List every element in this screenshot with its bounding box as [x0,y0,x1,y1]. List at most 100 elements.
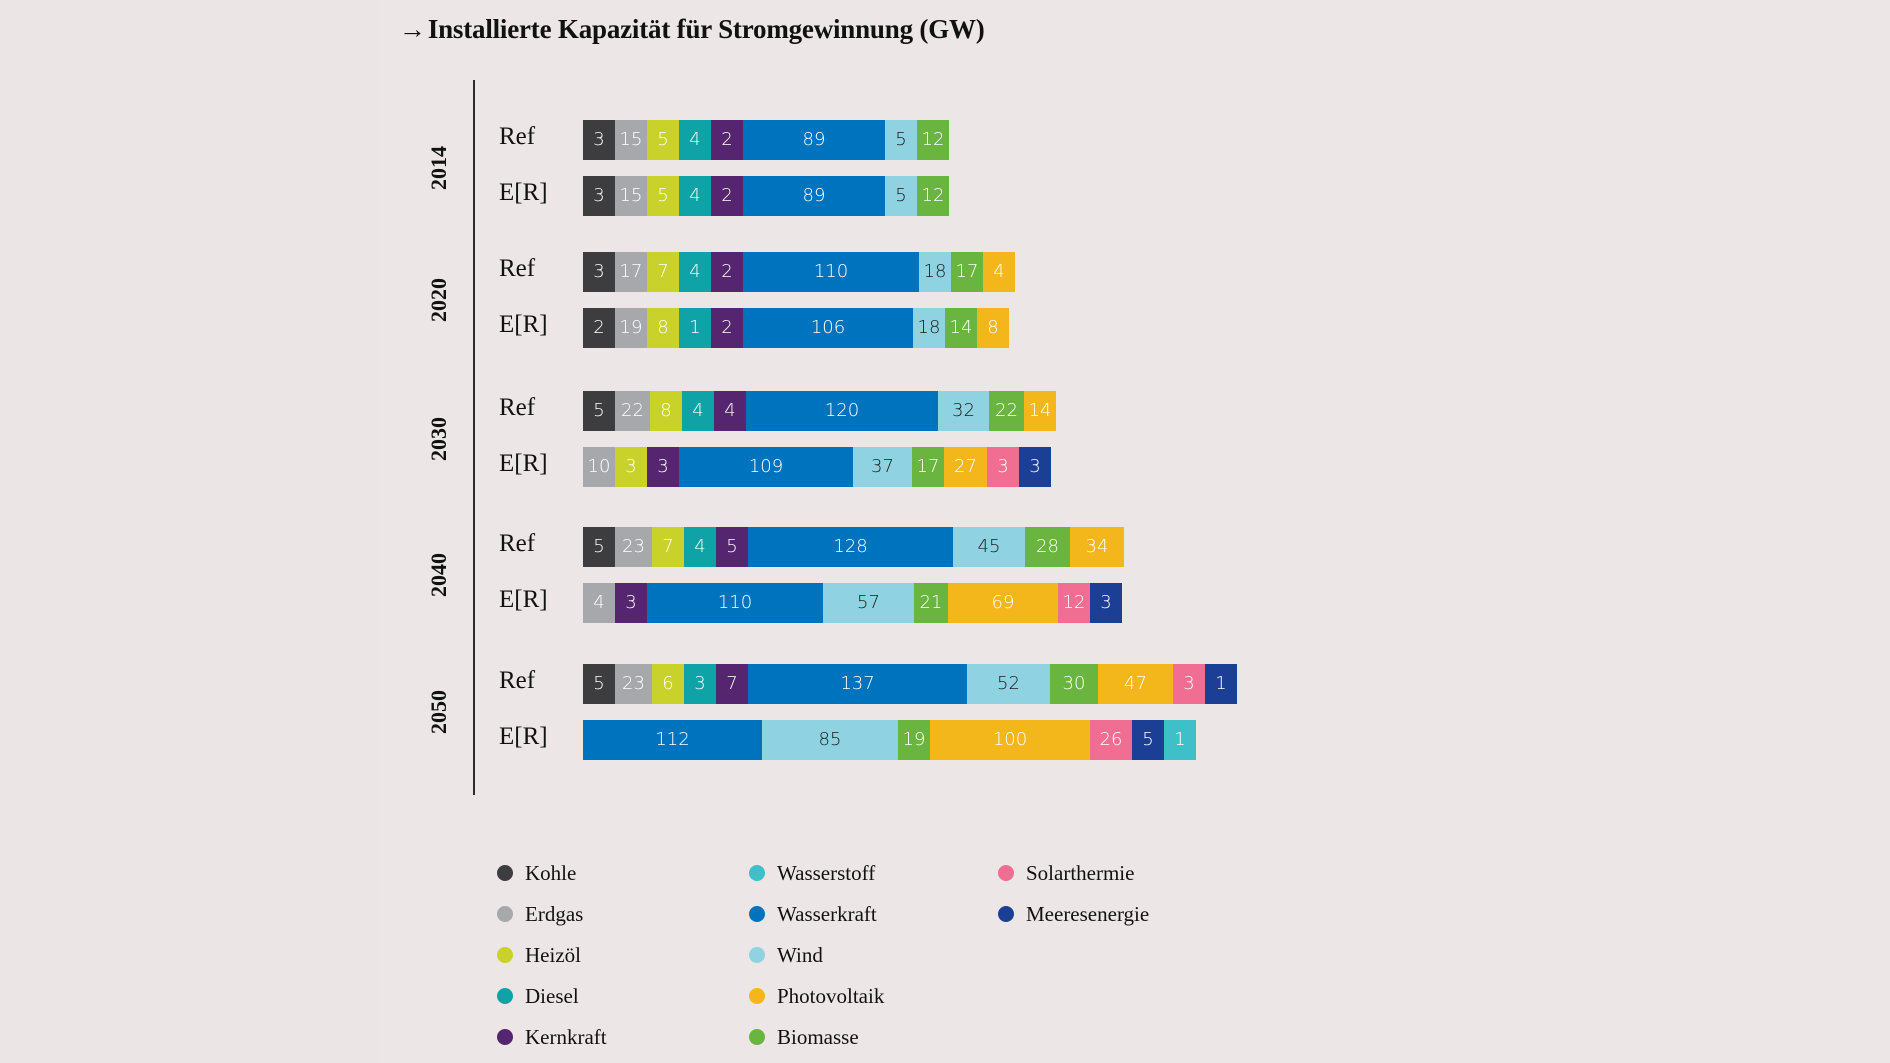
scenario-label: Ref [499,255,536,282]
bar-segment-diesel: 1 [679,308,711,348]
bar-segment-diesel: 4 [682,391,714,431]
bar-segment-kernkraft: 3 [615,583,647,623]
bar-segment-photovoltaik: 4 [983,252,1015,292]
scenario-label: Ref [499,667,536,694]
stacked-bar: 4 3 110 57 21 69 12 3 [583,583,1122,623]
legend-dot-icon [749,865,765,881]
bar-segment-wasserkraft: 110 [647,583,823,623]
bar-segment-wasserstoff: 1 [1164,720,1196,760]
bar-segment-kernkraft: 2 [711,120,743,160]
legend-label: Wasserkraft [777,901,877,926]
scenario-label: E[R] [499,723,548,750]
scenario-label: Ref [499,530,536,557]
stacked-bar: 5 22 8 4 4 120 32 22 14 [583,391,1056,431]
legend-item-wasserstoff: Wasserstoff [749,859,875,887]
legend-dot-icon [497,1029,513,1045]
bar-segment-diesel: 4 [679,252,711,292]
bar-segment-wind: 52 [967,664,1050,704]
bar-segment-kernkraft: 5 [716,527,748,567]
legend-label: Biomasse [777,1024,859,1049]
bar-segment-biomasse: 12 [917,176,949,216]
legend-dot-icon [998,906,1014,922]
scenario-label: E[R] [499,450,548,477]
bar-segment-biomasse: 19 [898,720,930,760]
bar-segment-wasserkraft: 112 [583,720,762,760]
bar-segment-biomasse: 28 [1025,527,1070,567]
bar-segment-diesel: 4 [679,120,711,160]
bar-segment-erdgas: 19 [615,308,647,348]
bar-segment-meeresenergie: 5 [1132,720,1164,760]
bar-segment-heizoel: 7 [647,252,679,292]
bar-segment-wind: 5 [885,176,917,216]
legend-dot-icon [998,865,1014,881]
bar-segment-photovoltaik: 14 [1024,391,1056,431]
legend-label: Wind [777,942,823,967]
bar-segment-wind: 85 [762,720,898,760]
bar-segment-wind: 18 [913,308,945,348]
scenario-label: E[R] [499,586,548,613]
bar-segment-kohle: 3 [583,176,615,216]
year-label: 2020 [426,278,451,322]
scenario-label: Ref [499,394,536,421]
legend-item-biomasse: Biomasse [749,1023,859,1051]
bar-segment-erdgas: 15 [615,120,647,160]
bar-segment-biomasse: 21 [914,583,948,623]
stacked-bar: 5 23 7 4 5 128 45 28 34 [583,527,1124,567]
bar-segment-erdgas: 23 [615,527,652,567]
bar-segment-wind: 5 [885,120,917,160]
bar-segment-wasserkraft: 109 [679,447,853,487]
bar-segment-wind: 57 [823,583,914,623]
bar-segment-kohle: 5 [583,664,615,704]
legend-item-diesel: Diesel [497,982,579,1010]
bar-segment-heizoel: 5 [647,120,679,160]
legend-dot-icon [497,947,513,963]
stacked-bar: 5 23 6 3 7 137 52 30 47 3 1 [583,664,1237,704]
bar-segment-wasserkraft: 120 [746,391,938,431]
bar-segment-erdgas: 10 [583,447,615,487]
bar-segment-photovoltaik: 34 [1070,527,1124,567]
legend-label: Diesel [525,983,579,1008]
bar-segment-kernkraft: 2 [711,308,743,348]
bar-segment-erdgas: 22 [615,391,650,431]
legend-dot-icon [497,906,513,922]
stacked-bar: 2 19 8 1 2 106 18 14 8 [583,308,1009,348]
bar-segment-diesel: 4 [684,527,716,567]
bar-segment-wasserkraft: 110 [743,252,919,292]
stacked-bar: 10 3 3 109 37 17 27 3 3 [583,447,1051,487]
bar-segment-diesel: 4 [679,176,711,216]
bar-segment-erdgas: 4 [583,583,615,623]
bar-segment-solarthermie: 12 [1058,583,1090,623]
bar-segment-heizoel: 6 [652,664,684,704]
legend-item-solarthermie: Solarthermie [998,859,1134,887]
year-label: 2040 [426,553,451,597]
legend-item-wasserkraft: Wasserkraft [749,900,877,928]
bar-segment-biomasse: 22 [989,391,1024,431]
legend-item-wind: Wind [749,941,823,969]
bar-segment-meeresenergie: 3 [1019,447,1051,487]
legend-label: Kohle [525,860,577,885]
bar-segment-solarthermie: 26 [1090,720,1132,760]
bar-segment-erdgas: 23 [615,664,652,704]
legend-item-meeresenergie: Meeresenergie [998,900,1149,928]
legend-label: Wasserstoff [777,860,876,885]
bar-segment-photovoltaik: 69 [948,583,1058,623]
bar-segment-kernkraft: 4 [714,391,746,431]
year-label: 2030 [426,417,451,461]
legend-label: Heizöl [525,942,581,967]
bar-segment-biomasse: 30 [1050,664,1098,704]
legend-item-kernkraft: Kernkraft [497,1023,607,1051]
bar-segment-heizoel: 5 [647,176,679,216]
bar-segment-kernkraft: 2 [711,176,743,216]
legend-label: Kernkraft [525,1024,607,1049]
group-axis-line [473,80,475,795]
arrow-right-icon: → [399,14,426,44]
bar-segment-solarthermie: 3 [987,447,1019,487]
chart-title: →Installierte Kapazität für Stromgewinnu… [399,14,985,45]
scenario-label: E[R] [499,311,548,338]
bar-segment-kohle: 5 [583,391,615,431]
legend-item-kohle: Kohle [497,859,576,887]
bar-segment-wind: 32 [938,391,989,431]
legend-dot-icon [749,947,765,963]
bar-segment-biomasse: 12 [917,120,949,160]
bar-segment-heizoel: 7 [652,527,684,567]
